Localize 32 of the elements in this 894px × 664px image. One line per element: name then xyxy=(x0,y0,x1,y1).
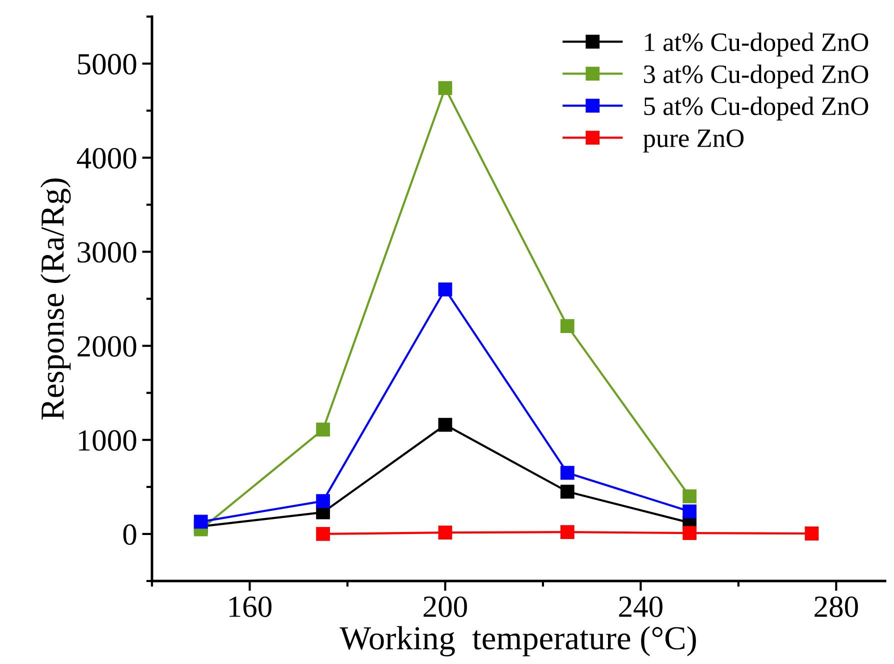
x-axis-title: Working temperature (°C) xyxy=(340,626,696,656)
y-tick-label: 4000 xyxy=(76,148,136,169)
point xyxy=(682,489,697,504)
y-tick-label: 0 xyxy=(123,524,136,545)
point xyxy=(438,81,452,96)
legend-label: 3 at% Cu-doped ZnO xyxy=(644,64,868,89)
point xyxy=(560,484,574,499)
x-tick-label: 280 xyxy=(814,596,858,618)
point xyxy=(560,466,574,480)
y-tick-label: 2000 xyxy=(78,336,136,357)
point xyxy=(560,525,574,540)
x-tick-label: 240 xyxy=(619,596,662,618)
point xyxy=(194,514,208,529)
legend-label: 1 at% Cu-doped ZnO xyxy=(645,32,868,57)
point xyxy=(560,319,574,334)
y-tick-label: 1000 xyxy=(78,430,136,451)
y-axis-title: Response (Ra/Rg) xyxy=(40,178,71,420)
point xyxy=(316,527,330,541)
legend-label: 5 at% Cu-doped ZnO xyxy=(644,96,868,121)
point xyxy=(682,526,697,540)
point xyxy=(438,418,452,432)
y-tick-label: 3000 xyxy=(78,242,136,263)
point xyxy=(316,494,330,508)
point xyxy=(438,526,452,540)
x-tick-label: 200 xyxy=(424,596,467,618)
legend-label: pure ZnO xyxy=(643,129,744,153)
point xyxy=(438,282,452,296)
point xyxy=(316,422,330,436)
x-tick-label: 160 xyxy=(229,596,272,618)
point xyxy=(804,526,819,540)
y-tick-label: 5000 xyxy=(78,54,136,75)
point xyxy=(682,504,697,518)
